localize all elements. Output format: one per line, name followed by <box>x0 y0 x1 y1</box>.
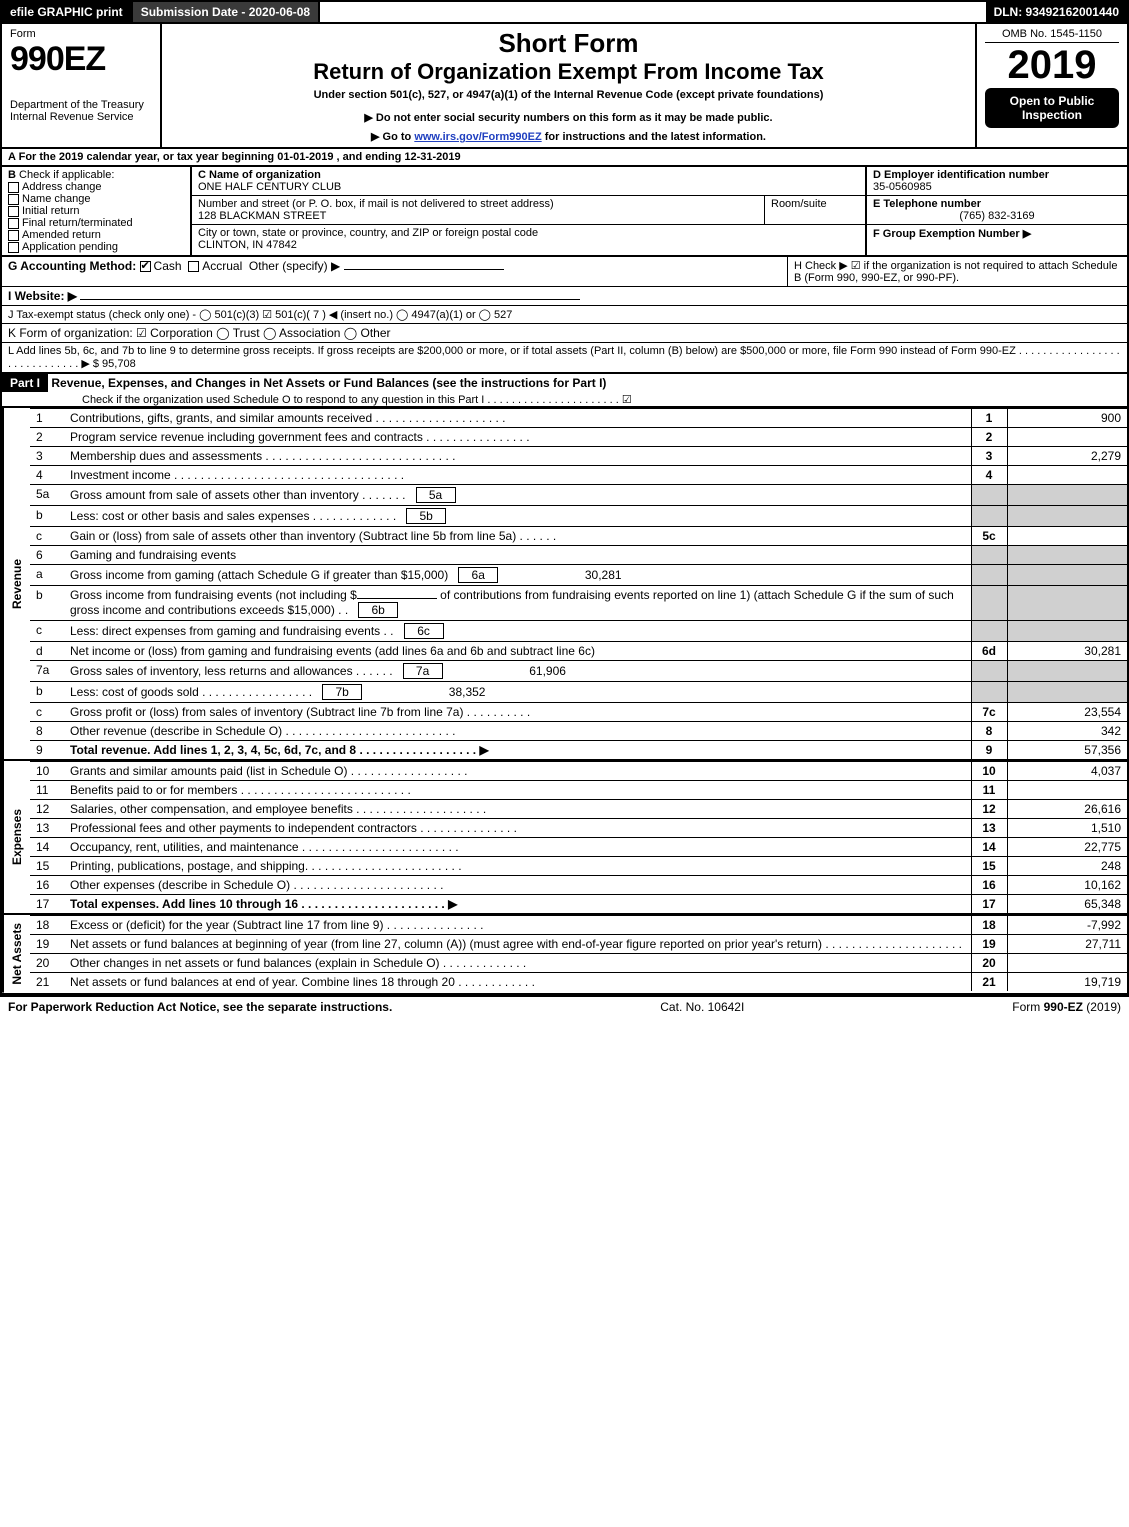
netassets-side-label: Net Assets <box>2 915 30 993</box>
chk-amended-return[interactable]: Amended return <box>22 229 101 241</box>
open-to-public: Open to Public Inspection <box>985 88 1119 128</box>
revenue-side-label: Revenue <box>2 408 30 759</box>
footer-center: Cat. No. 10642I <box>660 1000 744 1014</box>
title-short-form: Short Form <box>170 28 967 59</box>
g-label: G Accounting Method: <box>8 259 136 273</box>
j-text: J Tax-exempt status (check only one) - ◯… <box>2 306 518 323</box>
part1-heading: Revenue, Expenses, and Changes in Net As… <box>51 376 606 390</box>
omb-number: OMB No. 1545-1150 <box>985 28 1119 43</box>
org-address: 128 BLACKMAN STREET <box>198 210 326 222</box>
form-number: 990EZ <box>10 40 152 79</box>
irs-link[interactable]: www.irs.gov/Form990EZ <box>414 131 541 143</box>
addr-label: Number and street (or P. O. box, if mail… <box>198 198 554 210</box>
phone-value: (765) 832-3169 <box>873 210 1121 222</box>
page-footer: For Paperwork Reduction Act Notice, see … <box>0 995 1129 1017</box>
revenue-section: Revenue 1Contributions, gifts, grants, a… <box>0 408 1129 761</box>
part1-check-line: Check if the organization used Schedule … <box>2 394 632 406</box>
chk-application-pending[interactable]: Application pending <box>22 241 118 253</box>
chk-final-return[interactable]: Final return/terminated <box>22 217 133 229</box>
phone-label: E Telephone number <box>873 198 981 210</box>
accounting-row: G Accounting Method: Cash Accrual Other … <box>0 257 1129 287</box>
city-label: City or town, state or province, country… <box>198 227 538 239</box>
netassets-table: 18Excess or (deficit) for the year (Subt… <box>30 915 1127 991</box>
org-name: ONE HALF CENTURY CLUB <box>198 181 341 193</box>
expenses-table: 10Grants and similar amounts paid (list … <box>30 761 1127 913</box>
i-label: I Website: ▶ <box>8 289 77 303</box>
k-text: K Form of organization: ☑ Corporation ◯ … <box>2 324 397 342</box>
ein-label: D Employer identification number <box>873 169 1049 181</box>
revenue-table: 1Contributions, gifts, grants, and simil… <box>30 408 1127 759</box>
group-exemption-label: F Group Exemption Number ▶ <box>873 228 1031 240</box>
g-accrual[interactable]: Accrual <box>202 259 242 273</box>
tax-exempt-row: J Tax-exempt status (check only one) - ◯… <box>0 306 1129 324</box>
part1-header: Part I Revenue, Expenses, and Changes in… <box>0 374 1129 408</box>
footer-left: For Paperwork Reduction Act Notice, see … <box>8 1000 392 1014</box>
org-city: CLINTON, IN 47842 <box>198 239 297 251</box>
ein-value: 35-0560985 <box>873 181 932 193</box>
g-cash[interactable]: Cash <box>154 259 182 273</box>
box-h: H Check ▶ ☑ if the organization is not r… <box>787 257 1127 286</box>
check-if-applicable: Check if applicable: <box>19 169 114 181</box>
irs-label: Internal Revenue Service <box>10 111 152 123</box>
website-row: I Website: ▶ <box>0 287 1129 306</box>
ssn-warning: ▶ Do not enter social security numbers o… <box>170 111 967 124</box>
subtitle: Under section 501(c), 527, or 4947(a)(1)… <box>170 89 967 101</box>
expenses-section: Expenses 10Grants and similar amounts pa… <box>0 761 1129 915</box>
efile-print-button[interactable]: efile GRAPHIC print <box>2 2 133 22</box>
top-bar: efile GRAPHIC print Submission Date - 20… <box>0 0 1129 24</box>
gross-receipts-row: L Add lines 5b, 6c, and 7b to line 9 to … <box>0 343 1129 374</box>
tax-year: 2019 <box>985 43 1119 88</box>
chk-address-change[interactable]: Address change <box>22 181 102 193</box>
g-other[interactable]: Other (specify) ▶ <box>249 259 340 273</box>
expenses-side-label: Expenses <box>2 761 30 913</box>
room-suite-label: Room/suite <box>765 196 865 224</box>
submission-date: Submission Date - 2020-06-08 <box>133 2 320 22</box>
dept-treasury: Department of the Treasury <box>10 99 152 111</box>
period-row: A For the 2019 calendar year, or tax yea… <box>0 149 1129 167</box>
dln: DLN: 93492162001440 <box>986 2 1127 22</box>
goto-prefix: ▶ Go to <box>371 131 414 143</box>
chk-initial-return[interactable]: Initial return <box>22 205 79 217</box>
goto-line: ▶ Go to www.irs.gov/Form990EZ for instru… <box>170 130 967 143</box>
part1-label: Part I <box>2 374 48 392</box>
l-text: L Add lines 5b, 6c, and 7b to line 9 to … <box>2 343 1127 372</box>
footer-right: Form 990-EZ (2019) <box>1012 1000 1121 1014</box>
box-c-label: C Name of organization <box>198 169 321 181</box>
form-of-org-row: K Form of organization: ☑ Corporation ◯ … <box>0 324 1129 343</box>
title-main: Return of Organization Exempt From Incom… <box>170 59 967 85</box>
form-header: Form 990EZ Department of the Treasury In… <box>0 24 1129 149</box>
entity-block: B Check if applicable: Address change Na… <box>0 167 1129 257</box>
chk-name-change[interactable]: Name change <box>22 193 91 205</box>
form-word: Form <box>10 28 152 40</box>
period-text: A For the 2019 calendar year, or tax yea… <box>2 149 467 165</box>
netassets-section: Net Assets 18Excess or (deficit) for the… <box>0 915 1129 995</box>
goto-suffix: for instructions and the latest informat… <box>542 131 766 143</box>
